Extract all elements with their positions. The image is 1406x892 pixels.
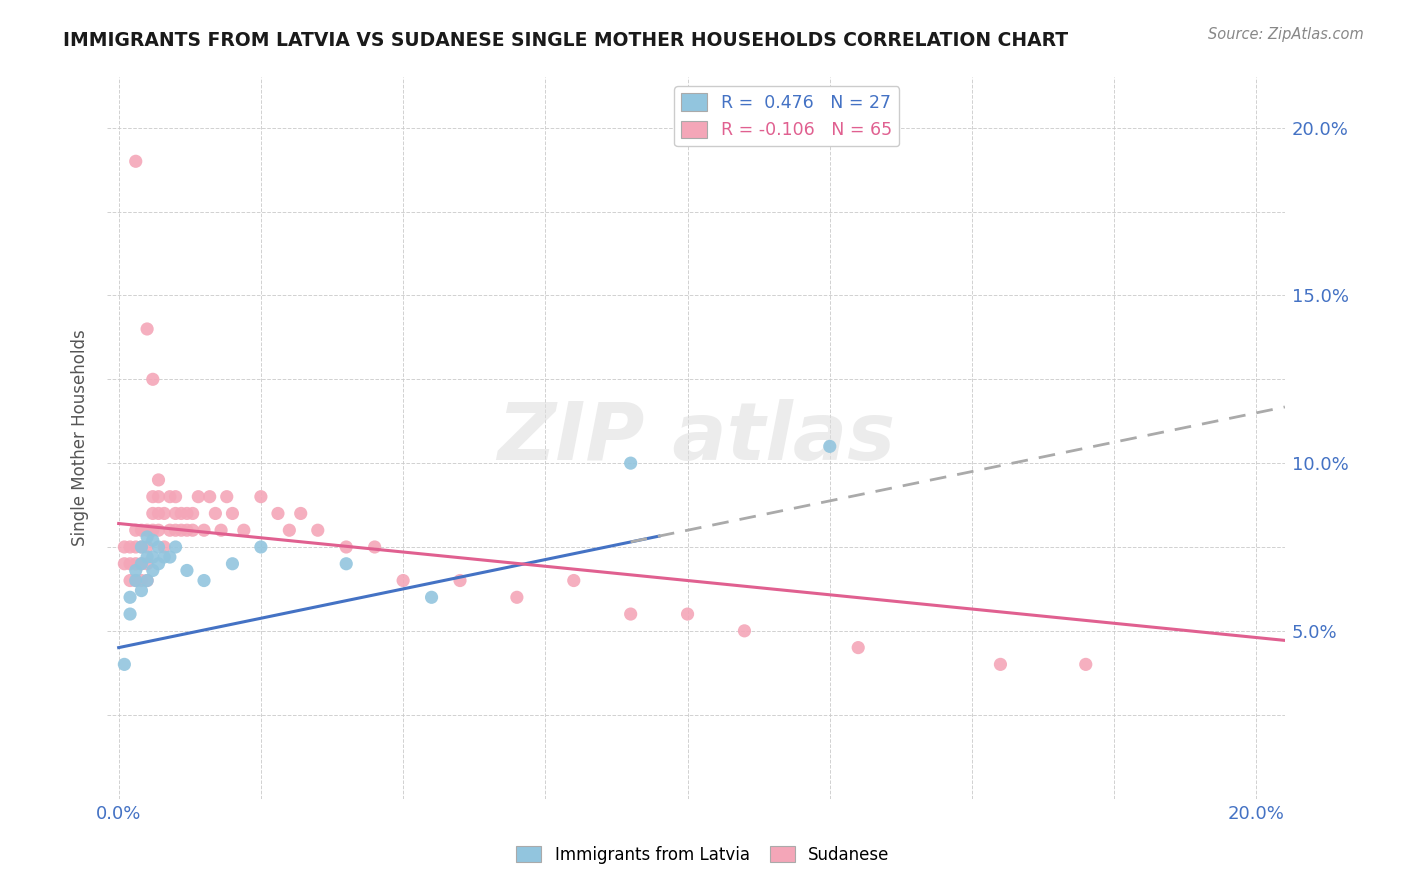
Point <box>620 456 643 470</box>
Point <box>136 530 159 544</box>
Point <box>131 583 153 598</box>
Point <box>267 507 290 521</box>
Point <box>148 557 170 571</box>
Point <box>176 523 198 537</box>
Point <box>131 540 153 554</box>
Point <box>131 557 153 571</box>
Point <box>204 507 226 521</box>
Legend: Immigrants from Latvia, Sudanese: Immigrants from Latvia, Sudanese <box>510 839 896 871</box>
Point <box>187 490 209 504</box>
Point <box>148 473 170 487</box>
Point <box>250 540 273 554</box>
Point <box>118 607 141 621</box>
Point <box>335 557 357 571</box>
Point <box>118 540 141 554</box>
Point <box>165 490 187 504</box>
Text: Source: ZipAtlas.com: Source: ZipAtlas.com <box>1208 27 1364 42</box>
Point <box>136 322 159 336</box>
Point <box>131 557 153 571</box>
Point <box>159 523 181 537</box>
Point <box>392 574 415 588</box>
Point <box>148 523 170 537</box>
Point <box>153 549 176 564</box>
Point <box>846 640 869 655</box>
Point <box>142 372 165 386</box>
Point <box>125 540 148 554</box>
Point <box>118 591 141 605</box>
Point <box>193 523 215 537</box>
Point <box>733 624 755 638</box>
Point <box>118 574 141 588</box>
Point <box>176 507 198 521</box>
Point <box>142 490 165 504</box>
Point <box>136 540 159 554</box>
Point <box>136 557 159 571</box>
Point <box>506 591 529 605</box>
Point <box>148 507 170 521</box>
Point <box>221 507 243 521</box>
Point <box>142 507 165 521</box>
Point <box>676 607 699 621</box>
Legend: R =  0.476   N = 27, R = -0.106   N = 65: R = 0.476 N = 27, R = -0.106 N = 65 <box>675 87 900 146</box>
Point <box>250 490 273 504</box>
Point <box>142 523 165 537</box>
Point <box>420 591 443 605</box>
Point <box>335 540 357 554</box>
Point <box>215 490 238 504</box>
Point <box>165 540 187 554</box>
Point <box>232 523 254 537</box>
Point <box>112 557 135 571</box>
Point <box>165 507 187 521</box>
Point <box>153 507 176 521</box>
Point <box>1074 657 1097 672</box>
Point <box>170 507 193 521</box>
Point <box>193 574 215 588</box>
Point <box>221 557 243 571</box>
Point <box>176 564 198 578</box>
Y-axis label: Single Mother Households: Single Mother Households <box>72 330 89 547</box>
Point <box>170 523 193 537</box>
Point <box>449 574 471 588</box>
Point <box>131 523 153 537</box>
Point <box>818 439 841 453</box>
Point <box>562 574 585 588</box>
Point <box>112 540 135 554</box>
Point <box>290 507 312 521</box>
Point <box>153 540 176 554</box>
Point <box>181 507 204 521</box>
Point <box>125 574 148 588</box>
Point <box>112 657 135 672</box>
Point <box>159 490 181 504</box>
Point <box>159 549 181 564</box>
Point <box>620 607 643 621</box>
Point <box>125 557 148 571</box>
Point <box>363 540 385 554</box>
Point <box>165 523 187 537</box>
Point <box>136 523 159 537</box>
Point <box>125 523 148 537</box>
Point <box>136 549 159 564</box>
Point <box>142 564 165 578</box>
Text: IMMIGRANTS FROM LATVIA VS SUDANESE SINGLE MOTHER HOUSEHOLDS CORRELATION CHART: IMMIGRANTS FROM LATVIA VS SUDANESE SINGL… <box>63 31 1069 50</box>
Point <box>131 540 153 554</box>
Point <box>307 523 329 537</box>
Point <box>136 574 159 588</box>
Point <box>148 490 170 504</box>
Point <box>142 533 165 548</box>
Point <box>148 540 170 554</box>
Point <box>198 490 221 504</box>
Point <box>125 564 148 578</box>
Point <box>125 574 148 588</box>
Point <box>118 557 141 571</box>
Point <box>990 657 1012 672</box>
Text: ZIP atlas: ZIP atlas <box>498 399 896 477</box>
Point <box>181 523 204 537</box>
Point <box>136 574 159 588</box>
Point <box>209 523 232 537</box>
Point <box>125 154 148 169</box>
Point <box>142 549 165 564</box>
Point <box>278 523 301 537</box>
Point <box>131 574 153 588</box>
